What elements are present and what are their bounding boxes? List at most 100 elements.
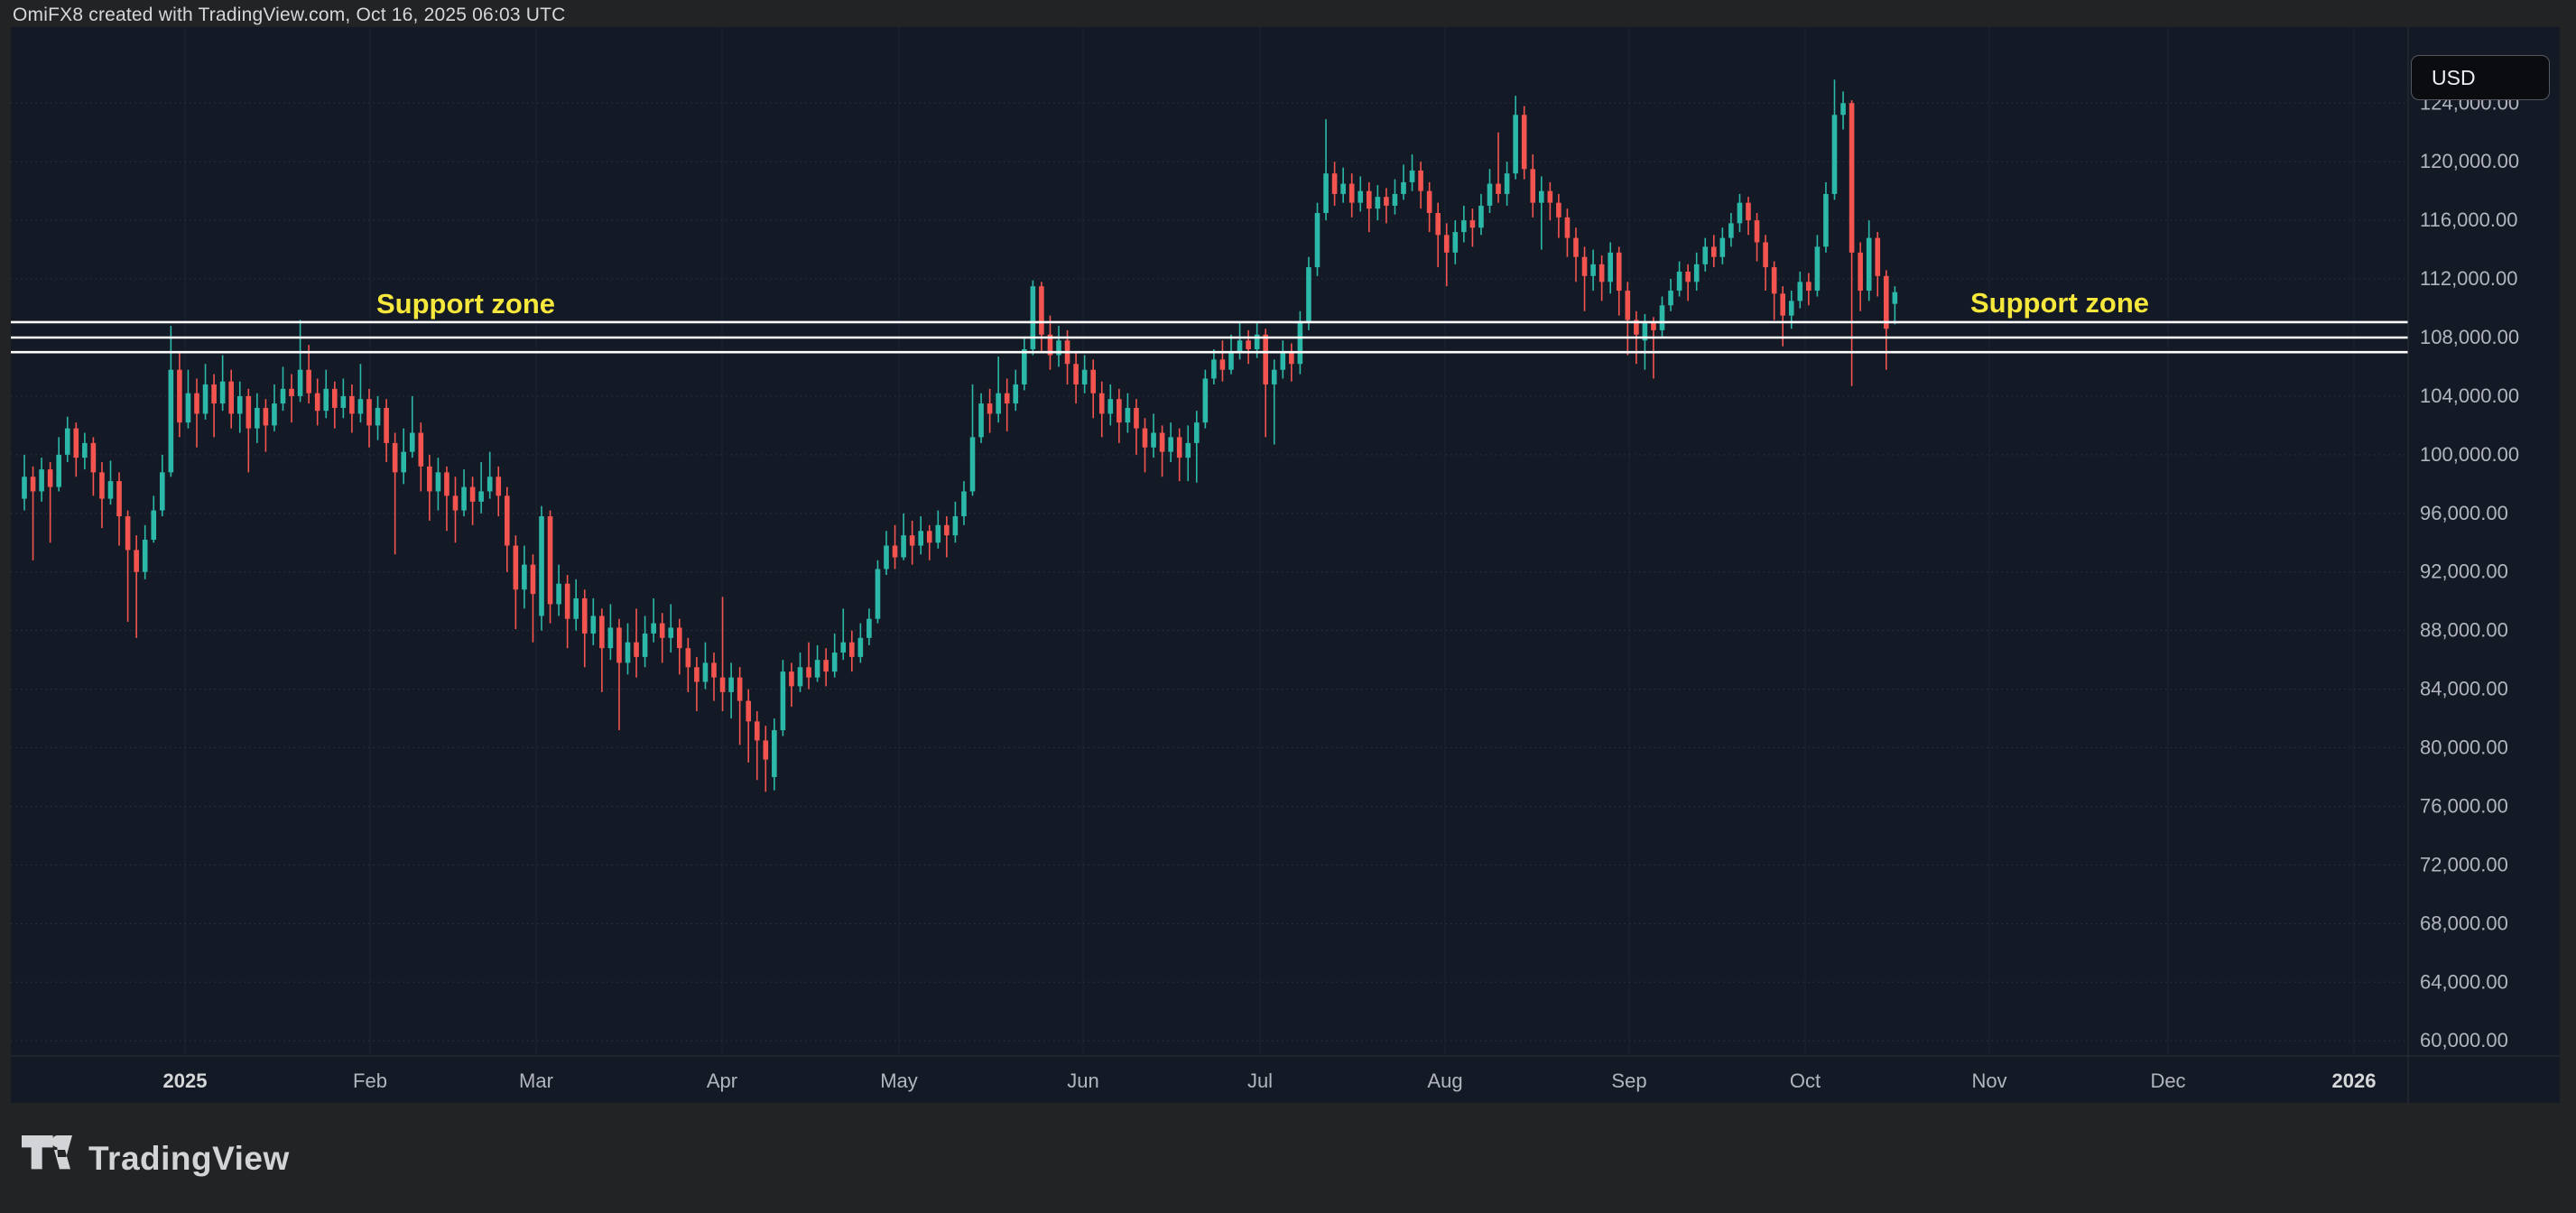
currency-button-label: USD xyxy=(2432,65,2476,89)
candlestick xyxy=(1719,237,1726,257)
candlestick xyxy=(1142,428,1148,448)
candlestick xyxy=(1297,322,1303,365)
candlestick xyxy=(556,583,561,605)
candlestick xyxy=(1530,169,1536,203)
candlestick xyxy=(64,428,70,455)
candlestick xyxy=(160,472,165,511)
candlestick xyxy=(823,660,829,672)
candlestick xyxy=(202,384,208,414)
candlestick xyxy=(236,395,243,414)
candlestick xyxy=(1771,267,1777,294)
candlestick xyxy=(668,627,674,638)
candlestick xyxy=(1469,220,1476,228)
candlestick xyxy=(1418,170,1423,191)
price-tick-label: 76,000.00 xyxy=(2420,794,2508,817)
candlestick xyxy=(1134,407,1139,429)
candlestick xyxy=(289,388,294,396)
candlestick xyxy=(1521,115,1527,170)
candlestick xyxy=(1806,282,1812,292)
candlestick xyxy=(866,618,872,638)
currency-button[interactable]: USD xyxy=(2411,55,2550,100)
candlestick xyxy=(349,395,355,414)
candlestick xyxy=(1081,369,1088,384)
time-scale[interactable] xyxy=(11,1056,2560,1103)
candlestick xyxy=(1693,264,1700,282)
candlestick xyxy=(185,393,191,423)
candlestick xyxy=(435,472,441,492)
tradingview-tv-icon xyxy=(22,1135,72,1170)
candlestick xyxy=(918,531,923,546)
candlestick xyxy=(1547,190,1553,203)
candlestick xyxy=(1409,170,1415,182)
candlestick xyxy=(1340,183,1346,194)
time-tick-label: Sep xyxy=(1611,1069,1646,1092)
candlestick xyxy=(1478,205,1484,228)
candlestick xyxy=(1392,193,1398,206)
price-scale[interactable] xyxy=(2408,27,2560,1056)
price-tick-label: 80,000.00 xyxy=(2420,736,2508,759)
candlestick xyxy=(737,677,743,701)
candlestick xyxy=(1367,190,1372,209)
candlestick xyxy=(1271,369,1277,384)
candlestick xyxy=(39,469,44,492)
candlestick xyxy=(1840,103,1846,116)
candlestick xyxy=(1228,352,1234,370)
candlestick xyxy=(1598,264,1605,282)
candlestick xyxy=(478,491,484,502)
price-tick-label: 72,000.00 xyxy=(2420,853,2508,875)
candlestick xyxy=(452,495,459,511)
candlestick xyxy=(1504,173,1510,194)
candlestick xyxy=(840,642,847,653)
candlestick xyxy=(142,540,148,572)
price-tick-label: 68,000.00 xyxy=(2420,912,2508,934)
candlestick xyxy=(634,642,639,657)
candlestick xyxy=(1814,246,1821,292)
candlestick xyxy=(1788,301,1794,316)
candlestick xyxy=(1056,340,1061,356)
candlestick xyxy=(1676,271,1682,292)
candlestick xyxy=(1202,378,1209,423)
price-tick-label: 104,000.00 xyxy=(2420,384,2519,407)
candlestick xyxy=(1797,282,1803,301)
candlestick xyxy=(30,477,36,492)
candlestick xyxy=(944,524,950,536)
time-tick-label: Mar xyxy=(519,1069,553,1092)
candlestick xyxy=(1858,252,1863,292)
candlestick xyxy=(1039,286,1044,335)
candlestick xyxy=(255,407,260,429)
candlestick xyxy=(996,393,1001,414)
candlestick xyxy=(1151,432,1156,448)
time-tick-label: Feb xyxy=(353,1069,387,1092)
candlestick xyxy=(607,627,614,649)
price-tick-label: 100,000.00 xyxy=(2420,443,2519,466)
candlestick xyxy=(1107,399,1114,414)
candlestick xyxy=(323,388,329,412)
time-tick-label: Oct xyxy=(1790,1069,1821,1092)
candlestick xyxy=(780,671,786,731)
candlestick xyxy=(1823,193,1829,247)
candlestick xyxy=(1651,322,1656,330)
candlestick xyxy=(1573,237,1579,257)
candlestick xyxy=(1513,115,1518,174)
candlestick xyxy=(789,671,794,687)
candlestick xyxy=(1331,173,1338,194)
candlestick xyxy=(806,667,811,678)
candlestick xyxy=(297,369,303,396)
candlestick xyxy=(90,442,97,473)
candlestick xyxy=(263,407,269,426)
candlestick xyxy=(177,369,182,423)
candlestick xyxy=(901,535,906,558)
candlestick xyxy=(1754,220,1760,243)
candlestick xyxy=(1539,190,1544,203)
candlestick xyxy=(73,428,79,458)
candlestick xyxy=(1849,103,1855,253)
candlestick xyxy=(1616,252,1622,292)
candlestick xyxy=(1401,181,1406,194)
candlestick xyxy=(246,395,252,429)
candlestick xyxy=(1659,305,1665,330)
candlestick xyxy=(1728,223,1734,238)
candlestick xyxy=(47,469,53,487)
candlestick xyxy=(1280,352,1286,370)
